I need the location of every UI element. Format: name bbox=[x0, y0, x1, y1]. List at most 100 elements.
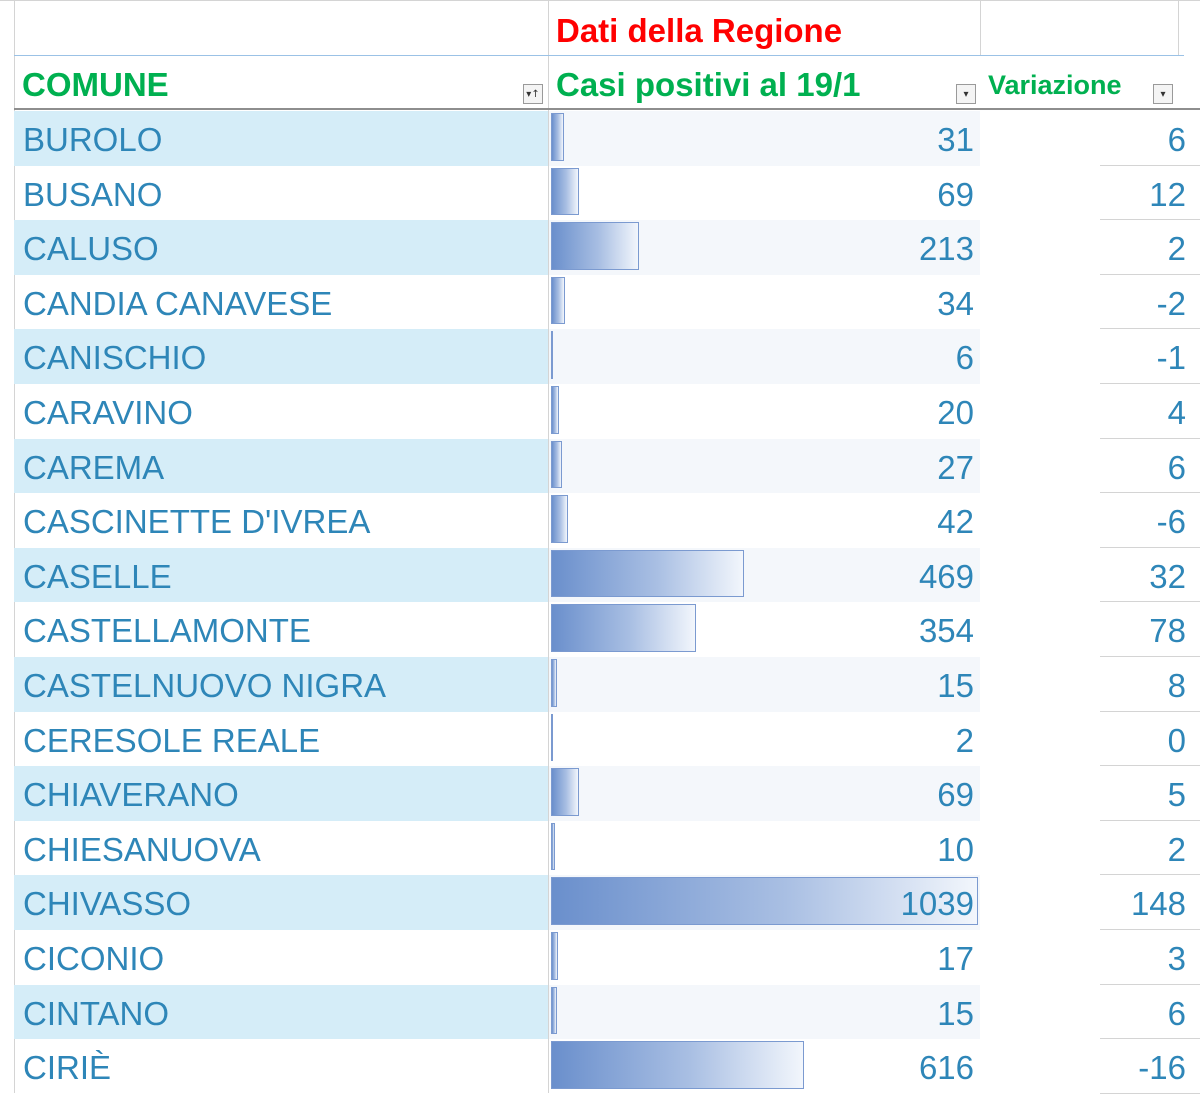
cell-casi-positivi[interactable]: 6 bbox=[549, 329, 980, 384]
variazione-value: 5 bbox=[1167, 776, 1186, 814]
cell-comune[interactable]: CAREMA bbox=[14, 438, 548, 494]
cell-casi-positivi[interactable]: 69 bbox=[549, 165, 980, 221]
cell-variazione[interactable]: 3 bbox=[981, 930, 1200, 985]
casi-value: 69 bbox=[937, 776, 974, 814]
data-bar bbox=[551, 440, 563, 489]
gridline bbox=[980, 0, 981, 55]
cell-comune[interactable]: CANISCHIO bbox=[14, 329, 548, 384]
cell-variazione[interactable]: 32 bbox=[981, 548, 1200, 603]
cell-variazione[interactable]: 6 bbox=[981, 985, 1200, 1040]
cell-casi-positivi[interactable]: 354 bbox=[549, 602, 980, 657]
cell-comune[interactable]: CALUSO bbox=[14, 220, 548, 275]
cell-casi-positivi[interactable]: 20 bbox=[549, 384, 980, 439]
cell-casi-positivi[interactable]: 15 bbox=[549, 657, 980, 712]
gridline bbox=[1100, 928, 1200, 930]
gridline bbox=[1100, 437, 1200, 439]
cell-casi-positivi[interactable]: 616 bbox=[549, 1039, 980, 1094]
group-title: Dati della Regione bbox=[556, 12, 843, 49]
cell-variazione[interactable]: 6 bbox=[981, 111, 1200, 166]
casi-value: 2 bbox=[955, 721, 974, 759]
cell-variazione[interactable]: 148 bbox=[981, 875, 1200, 930]
variazione-value: -16 bbox=[1138, 1049, 1186, 1087]
cell-casi-positivi[interactable]: 42 bbox=[549, 493, 980, 548]
cell-casi-positivi[interactable]: 69 bbox=[549, 766, 980, 821]
cell-comune[interactable]: CASTELNUOVO NIGRA bbox=[14, 657, 548, 712]
casi-value: 15 bbox=[937, 667, 974, 704]
data-bar bbox=[551, 822, 556, 871]
cell-variazione[interactable]: 5 bbox=[981, 766, 1200, 821]
cell-comune[interactable]: CANDIA CANAVESE bbox=[23, 284, 333, 322]
cell-casi-positivi[interactable]: 34 bbox=[549, 274, 980, 330]
cell-variazione[interactable]: -16 bbox=[981, 1039, 1200, 1094]
cell-comune[interactable]: CERESOLE REALE bbox=[23, 721, 321, 759]
cell-variazione[interactable]: 8 bbox=[981, 657, 1200, 712]
cell-comune[interactable]: CHIAVERANO bbox=[14, 766, 548, 821]
cell-variazione[interactable]: 6 bbox=[981, 439, 1200, 494]
cell-comune[interactable]: BUROLO bbox=[14, 111, 548, 166]
cell-variazione[interactable]: 78 bbox=[981, 602, 1200, 657]
cell-variazione[interactable]: 2 bbox=[981, 821, 1200, 876]
gridline bbox=[1100, 601, 1200, 603]
cell-casi-positivi[interactable]: 27 bbox=[549, 438, 980, 494]
header-comune: COMUNE bbox=[22, 66, 169, 103]
cell-comune[interactable]: CHIESANUOVA bbox=[23, 830, 261, 868]
header-bottom-border bbox=[14, 108, 1200, 110]
gridline bbox=[0, 0, 1200, 1]
gridline bbox=[1100, 983, 1200, 985]
cell-comune[interactable]: CIRIÈ bbox=[23, 1049, 112, 1087]
table-row: CIRIÈ 616 -16 bbox=[0, 1039, 1200, 1094]
cell-variazione[interactable]: 12 bbox=[981, 166, 1200, 221]
variazione-value: -2 bbox=[1156, 284, 1186, 322]
variazione-value: 148 bbox=[1130, 885, 1186, 923]
data-bar bbox=[551, 877, 978, 925]
cell-variazione[interactable]: 0 bbox=[981, 712, 1200, 767]
data-bar bbox=[551, 986, 558, 1035]
cell-comune[interactable]: CINTANO bbox=[14, 984, 548, 1040]
casi-value: 213 bbox=[918, 230, 974, 268]
cell-casi-positivi[interactable]: 31 bbox=[549, 111, 980, 166]
data-bar bbox=[551, 713, 553, 762]
cell-comune[interactable]: CASTELLAMONTE bbox=[23, 612, 311, 650]
gridline bbox=[1100, 164, 1200, 166]
cell-comune[interactable]: CICONIO bbox=[23, 940, 165, 977]
header-casi-positivi: Casi positivi al 19/1 bbox=[556, 66, 861, 103]
cell-casi-positivi[interactable]: 213 bbox=[549, 220, 980, 275]
dropdown-icon[interactable]: ▾ bbox=[1153, 84, 1173, 104]
sort-filter-icon[interactable]: ▾↑ bbox=[523, 84, 543, 104]
cell-comune[interactable]: CASELLE bbox=[14, 547, 548, 603]
table-row: CANDIA CANAVESE 34 -2 bbox=[0, 274, 1200, 330]
cell-variazione[interactable]: -6 bbox=[981, 493, 1200, 548]
cell-comune[interactable]: CHIVASSO bbox=[14, 875, 548, 930]
variazione-value: 6 bbox=[1167, 448, 1186, 486]
cell-casi-positivi[interactable]: 2 bbox=[549, 711, 980, 767]
cell-comune[interactable]: BUSANO bbox=[23, 175, 163, 213]
cell-casi-positivi[interactable]: 10 bbox=[549, 820, 980, 876]
cell-variazione[interactable]: -1 bbox=[981, 329, 1200, 384]
casi-value: 10 bbox=[937, 830, 974, 868]
dropdown-icon[interactable]: ▾ bbox=[956, 84, 976, 104]
data-bar bbox=[551, 386, 560, 434]
table-row: CASTELLAMONTE 354 78 bbox=[0, 602, 1200, 657]
cell-comune[interactable]: CASCINETTE D'IVREA bbox=[23, 503, 371, 541]
cell-variazione[interactable]: -2 bbox=[981, 275, 1200, 330]
variazione-value: 32 bbox=[1149, 557, 1186, 595]
cell-comune[interactable]: CARAVINO bbox=[23, 394, 193, 431]
casi-value: 34 bbox=[937, 284, 974, 322]
data-bar bbox=[551, 659, 558, 707]
gridline bbox=[1100, 492, 1200, 494]
gridline bbox=[1100, 819, 1200, 821]
cell-casi-positivi[interactable]: 1039 bbox=[549, 875, 980, 930]
data-bar bbox=[551, 549, 744, 598]
data-bar bbox=[551, 1041, 805, 1089]
gridline bbox=[1100, 710, 1200, 712]
variazione-value: 12 bbox=[1149, 175, 1186, 213]
cell-variazione[interactable]: 2 bbox=[981, 220, 1200, 275]
cell-casi-positivi[interactable]: 17 bbox=[549, 930, 980, 985]
cell-variazione[interactable]: 4 bbox=[981, 384, 1200, 439]
cell-casi-positivi[interactable]: 469 bbox=[549, 547, 980, 603]
header-variazione: Variazione bbox=[988, 70, 1122, 100]
gridline bbox=[14, 0, 15, 1093]
variazione-value: -1 bbox=[1156, 339, 1186, 377]
casi-value: 27 bbox=[937, 448, 974, 486]
cell-casi-positivi[interactable]: 15 bbox=[549, 984, 980, 1040]
